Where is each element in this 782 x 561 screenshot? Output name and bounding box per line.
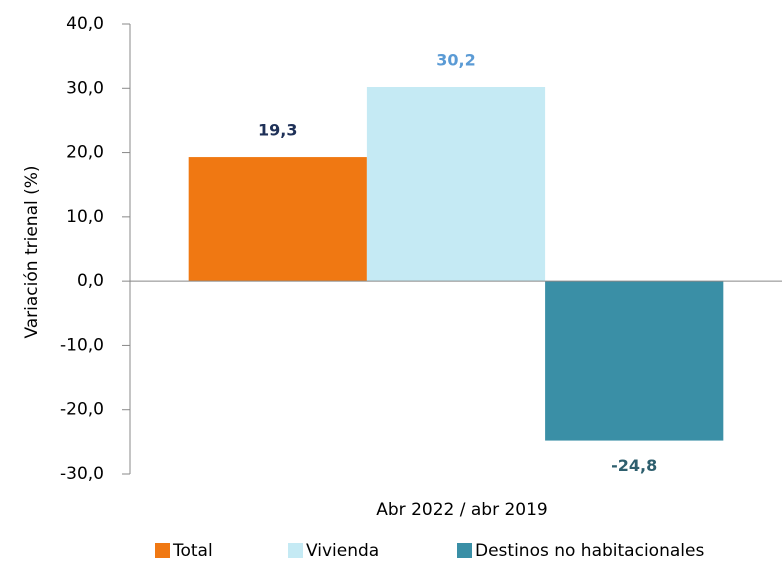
y-axis-label: Variación trienal (%)	[22, 165, 42, 338]
value-label: 30,2	[436, 51, 475, 70]
legend-swatch	[288, 543, 303, 558]
y-tick-label: 20,0	[66, 143, 104, 163]
legend-label: Total	[172, 541, 213, 561]
bar	[366, 87, 546, 282]
y-tick-label: -20,0	[60, 400, 104, 420]
bar	[188, 157, 367, 282]
y-tick-label: 10,0	[66, 207, 104, 227]
legend-label: Destinos no habitacionales	[475, 541, 704, 561]
value-label: 19,3	[258, 121, 297, 140]
legend-label: Vivienda	[306, 541, 379, 561]
legend-swatch	[155, 543, 170, 558]
x-tick-label: Abr 2022 / abr 2019	[376, 500, 547, 520]
y-tick-label: -30,0	[60, 464, 104, 484]
y-tick-label: 0,0	[77, 271, 104, 291]
bar	[545, 281, 724, 441]
y-tick-label: 30,0	[66, 78, 104, 98]
y-tick-label: -10,0	[60, 335, 104, 355]
y-tick-label: 40,0	[66, 14, 104, 34]
value-label: -24,8	[611, 456, 657, 475]
legend-swatch	[457, 543, 472, 558]
